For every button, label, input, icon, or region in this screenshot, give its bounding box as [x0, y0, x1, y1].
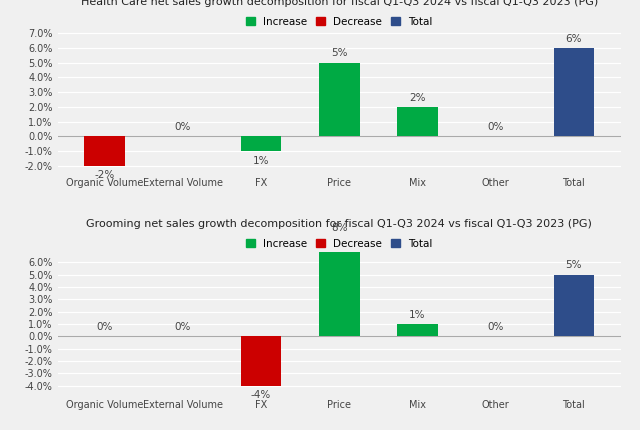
Text: 5%: 5%	[566, 260, 582, 270]
Text: 5%: 5%	[331, 48, 348, 58]
Bar	[241, 136, 282, 151]
Text: 1%: 1%	[409, 310, 426, 319]
Text: 8%: 8%	[331, 223, 348, 233]
Text: 6%: 6%	[566, 34, 582, 43]
Text: 0%: 0%	[175, 122, 191, 132]
Legend: Increase, Decrease, Total: Increase, Decrease, Total	[246, 17, 433, 27]
Bar	[319, 237, 360, 336]
Title: Grooming net sales growth decomposition for fiscal Q1-Q3 2024 vs fiscal Q1-Q3 20: Grooming net sales growth decomposition …	[86, 219, 592, 229]
Text: 1%: 1%	[253, 156, 269, 166]
Text: 0%: 0%	[175, 322, 191, 332]
Legend: Increase, Decrease, Total: Increase, Decrease, Total	[246, 239, 433, 249]
Bar	[554, 48, 594, 136]
Bar	[397, 324, 438, 336]
Bar	[241, 336, 282, 386]
Bar	[84, 136, 125, 166]
Text: 0%: 0%	[488, 322, 504, 332]
Title: Health Care net sales growth decomposition for fiscal Q1-Q3 2024 vs fiscal Q1-Q3: Health Care net sales growth decompositi…	[81, 0, 598, 7]
Text: -4%: -4%	[251, 390, 271, 400]
Text: 0%: 0%	[488, 122, 504, 132]
Text: 2%: 2%	[409, 92, 426, 103]
Bar	[554, 274, 594, 336]
Bar	[397, 107, 438, 136]
Bar	[319, 63, 360, 136]
Text: -2%: -2%	[95, 170, 115, 180]
Text: 0%: 0%	[97, 322, 113, 332]
